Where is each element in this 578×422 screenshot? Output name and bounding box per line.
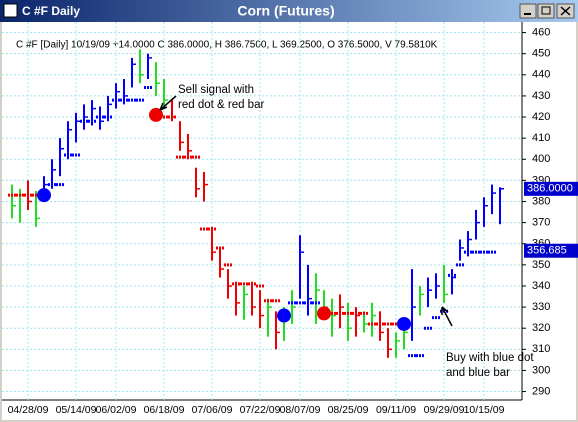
y-tick-label: 440 (532, 69, 550, 81)
y-tick-label: 370 (532, 217, 550, 229)
x-tick-label: 06/02/09 (96, 404, 137, 416)
y-tick-label: 290 (532, 385, 550, 397)
window-icon (3, 3, 18, 18)
x-tick-label: 07/22/09 (240, 404, 281, 416)
annotation: and blue bar (446, 367, 510, 379)
signal-dot (397, 316, 411, 331)
y-tick-label: 320 (532, 322, 550, 334)
window-title: C #F Daily (22, 4, 80, 18)
y-tick-label: 330 (532, 301, 550, 313)
annotation: Buy with blue dot (446, 352, 534, 364)
x-tick-label: 10/15/09 (464, 404, 505, 416)
x-tick-label: 08/25/09 (328, 404, 369, 416)
annotation: Sell signal with (178, 84, 254, 96)
y-tick-label: 460 (532, 26, 550, 38)
signal-dot (277, 308, 291, 323)
annotation-arrow (441, 306, 453, 327)
chart-subtitle: C #F [Daily] 10/19/09 +14.0000 C 386.000… (16, 40, 438, 51)
maximize-button[interactable] (537, 3, 555, 19)
y-tick-label: 350 (532, 259, 550, 271)
minimize-button[interactable] (519, 3, 537, 19)
y-tick-label: 400 (532, 153, 550, 165)
y-tick-label: 380 (532, 195, 550, 207)
price-label-box (524, 243, 578, 258)
chart-title: Corn (Futures) (237, 3, 334, 19)
y-tick-label: 340 (532, 280, 550, 292)
window-buttons[interactable] (519, 3, 575, 19)
x-tick-label: 07/06/09 (192, 404, 233, 416)
x-tick-label: 09/29/09 (424, 404, 465, 416)
y-tick-label: 450 (532, 48, 550, 60)
price-label: 386.0000 (527, 183, 573, 195)
x-tick-label: 08/07/09 (280, 404, 321, 416)
y-tick-label: 410 (532, 132, 550, 144)
plot-background (2, 22, 576, 420)
signal-dot (37, 188, 51, 203)
x-tick-label: 09/11/09 (376, 404, 416, 416)
annotation: red dot & red bar (178, 99, 264, 111)
y-tick-label: 300 (532, 364, 550, 376)
y-tick-label: 420 (532, 111, 550, 123)
price-label-box (524, 181, 578, 196)
annotation-arrow (159, 95, 177, 111)
title-bar (0, 0, 578, 22)
signal-dot (149, 107, 163, 122)
signal-dot (317, 306, 331, 321)
x-tick-label: 04/28/09 (8, 404, 49, 416)
price-label: 356.685 (527, 245, 567, 257)
y-tick-label: 310 (532, 343, 550, 355)
y-tick-label: 430 (532, 90, 550, 102)
x-tick-label: 05/14/09 (56, 404, 97, 416)
x-tick-label: 06/18/09 (144, 404, 185, 416)
